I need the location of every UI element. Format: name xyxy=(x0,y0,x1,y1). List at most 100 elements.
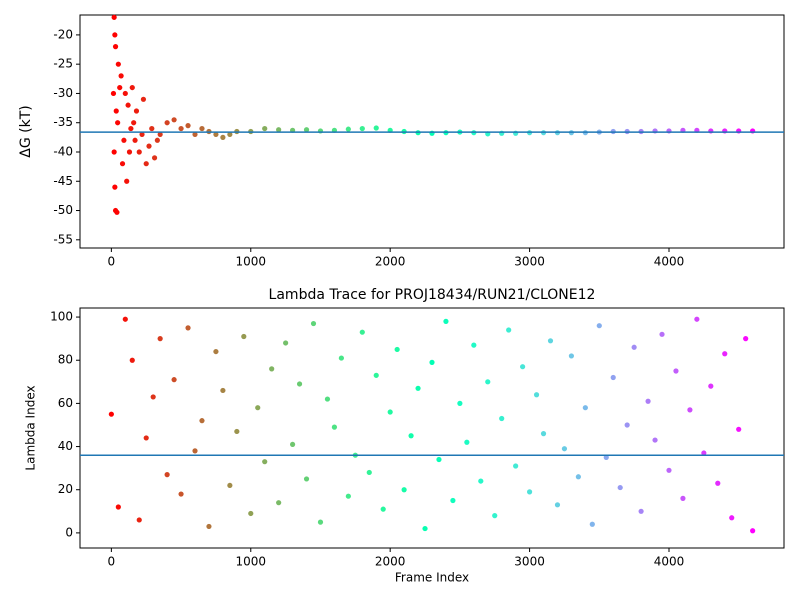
point xyxy=(124,178,130,184)
point xyxy=(359,329,365,335)
y-tick-label: 0 xyxy=(65,525,73,539)
point xyxy=(492,513,498,519)
point xyxy=(110,90,117,97)
point xyxy=(199,418,205,424)
y-tick-label: 60 xyxy=(58,396,73,410)
point xyxy=(708,383,714,389)
x-tick-label: 3000 xyxy=(514,255,545,269)
y-tick-label: -45 xyxy=(53,174,73,188)
point xyxy=(582,405,588,411)
point xyxy=(122,90,128,97)
x-axis-label: Frame Index xyxy=(395,571,469,585)
point xyxy=(317,519,324,525)
point xyxy=(269,366,275,372)
point xyxy=(276,500,282,506)
point xyxy=(227,482,233,489)
point xyxy=(554,502,561,508)
point xyxy=(262,459,268,465)
point xyxy=(408,433,414,439)
point xyxy=(129,84,135,91)
point xyxy=(450,497,456,504)
point xyxy=(429,359,435,365)
y-tick-label: -20 xyxy=(53,27,73,41)
point xyxy=(540,431,547,437)
y-tick-label: 80 xyxy=(58,353,73,367)
point xyxy=(380,506,386,512)
point xyxy=(471,342,477,348)
point xyxy=(118,73,124,79)
point xyxy=(185,123,191,129)
point xyxy=(652,437,658,443)
point xyxy=(624,422,630,428)
point xyxy=(401,487,407,493)
point xyxy=(415,385,421,391)
y-tick-label: 20 xyxy=(58,482,73,496)
point xyxy=(345,126,351,132)
point xyxy=(150,394,156,400)
x-tick-label: 3000 xyxy=(514,555,545,569)
point xyxy=(241,333,247,340)
point xyxy=(220,134,226,140)
point xyxy=(151,155,158,161)
point xyxy=(112,184,118,190)
point xyxy=(206,523,212,530)
point xyxy=(436,456,442,463)
point xyxy=(136,149,142,155)
point xyxy=(687,407,693,413)
point xyxy=(119,161,126,167)
point xyxy=(743,336,749,342)
point xyxy=(192,131,198,138)
x-tick-label: 1000 xyxy=(235,255,266,269)
point xyxy=(603,454,609,460)
y-tick-label: -35 xyxy=(53,115,73,129)
y-tick-label: -40 xyxy=(53,144,73,158)
point xyxy=(303,127,310,133)
y-tick-label: -30 xyxy=(53,86,73,100)
y-tick-label: 40 xyxy=(58,439,73,453)
axes-frame xyxy=(79,307,785,549)
point xyxy=(192,448,198,454)
point xyxy=(115,504,121,510)
point xyxy=(171,117,177,123)
point xyxy=(520,364,526,370)
point xyxy=(227,131,233,138)
x-tick-label: 2000 xyxy=(375,255,406,269)
point xyxy=(157,131,163,138)
point xyxy=(617,484,623,491)
point xyxy=(143,161,149,167)
point xyxy=(125,102,131,108)
point xyxy=(750,528,756,534)
point xyxy=(185,325,191,331)
point xyxy=(111,14,117,20)
point xyxy=(178,125,184,132)
point xyxy=(289,441,296,448)
point xyxy=(178,491,184,497)
point xyxy=(345,493,351,499)
point xyxy=(324,396,331,402)
point xyxy=(533,392,540,398)
point xyxy=(457,400,463,406)
point xyxy=(164,120,170,126)
point xyxy=(722,351,728,357)
point xyxy=(373,125,379,131)
point xyxy=(112,32,118,38)
point xyxy=(331,424,338,430)
point xyxy=(111,149,117,155)
point xyxy=(132,137,138,143)
point xyxy=(729,515,735,521)
point xyxy=(561,446,568,452)
point xyxy=(680,495,686,501)
x-tick-label: 0 xyxy=(108,255,116,269)
point xyxy=(157,336,163,342)
point xyxy=(526,489,533,495)
point xyxy=(694,316,700,322)
point xyxy=(513,463,519,469)
point xyxy=(701,450,707,456)
point xyxy=(136,517,142,523)
point xyxy=(133,108,140,114)
point xyxy=(117,84,123,91)
y-axis-label: ΔG (kT) xyxy=(18,105,34,157)
point xyxy=(310,320,317,327)
point xyxy=(112,44,119,50)
point xyxy=(568,353,575,359)
